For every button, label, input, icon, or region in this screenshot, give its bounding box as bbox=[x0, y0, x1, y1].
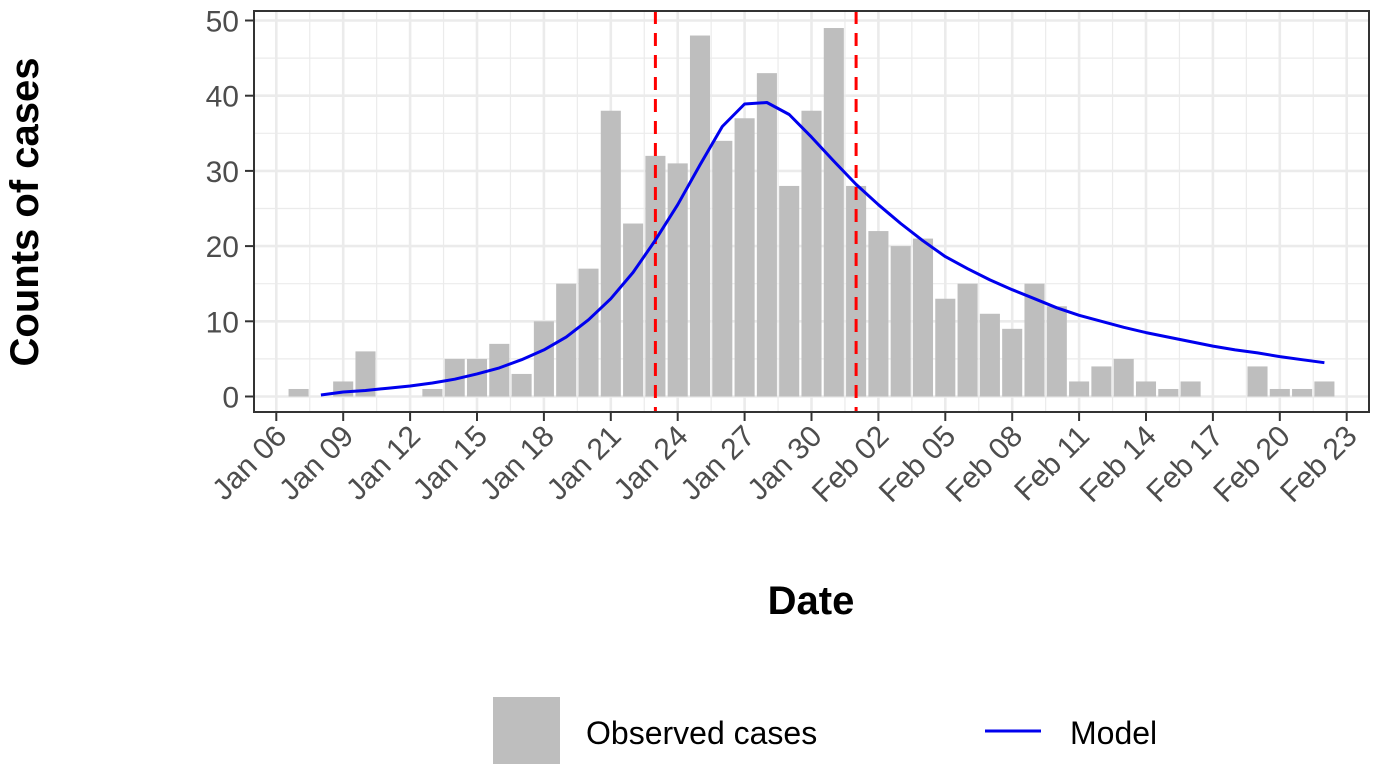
bar bbox=[1292, 388, 1313, 397]
bar bbox=[912, 238, 934, 397]
bar bbox=[1135, 381, 1157, 397]
bar bbox=[1046, 306, 1067, 397]
bar bbox=[1113, 358, 1134, 397]
x-tick-label: Feb 08 bbox=[940, 420, 1029, 509]
y-tick-label: 0 bbox=[222, 382, 239, 415]
x-tick-label: Jan 18 bbox=[474, 420, 561, 507]
bar bbox=[979, 313, 1000, 397]
bar bbox=[623, 223, 644, 397]
bar bbox=[779, 185, 800, 397]
bar bbox=[1024, 283, 1045, 397]
bar bbox=[1247, 366, 1268, 397]
bar bbox=[578, 268, 599, 397]
bar bbox=[868, 231, 889, 397]
y-tick-label: 20 bbox=[206, 231, 239, 264]
model-line-layer bbox=[320, 101, 1325, 397]
bar bbox=[935, 298, 956, 397]
bar bbox=[734, 118, 755, 397]
bar bbox=[846, 185, 867, 397]
bar bbox=[756, 73, 777, 397]
bar bbox=[689, 35, 711, 397]
legend-label-observed-cases: Observed cases bbox=[586, 715, 817, 751]
bar bbox=[957, 283, 978, 397]
y-tick-label: 50 bbox=[206, 6, 239, 39]
x-axis-title: Date bbox=[768, 579, 855, 623]
bar bbox=[1002, 328, 1023, 397]
bar bbox=[712, 140, 733, 397]
bar bbox=[1091, 366, 1112, 397]
bar bbox=[533, 321, 554, 397]
y-tick-label: 40 bbox=[206, 81, 239, 114]
bars-layer bbox=[288, 28, 1335, 397]
bar bbox=[667, 163, 688, 397]
bar bbox=[422, 388, 443, 397]
y-axis: 0 10 20 30 40 50 bbox=[206, 6, 254, 415]
bar bbox=[511, 373, 532, 397]
model-line bbox=[320, 101, 1325, 397]
bar bbox=[466, 358, 488, 397]
x-tick-label: Jan 06 bbox=[206, 420, 293, 507]
bar bbox=[1269, 388, 1290, 397]
bar bbox=[355, 351, 376, 397]
bar bbox=[801, 110, 822, 397]
bar bbox=[600, 110, 621, 397]
legend: Observed cases Model bbox=[493, 697, 1157, 764]
x-tick-label: Feb 23 bbox=[1274, 420, 1363, 509]
x-tick-label: Jan 27 bbox=[675, 420, 762, 507]
bar bbox=[1158, 388, 1179, 397]
bar bbox=[1314, 381, 1335, 397]
reference-lines-layer bbox=[653, 11, 858, 412]
x-tick-label: Jan 09 bbox=[273, 420, 360, 507]
x-tick-label: Jan 15 bbox=[407, 420, 494, 507]
y-tick-label: 30 bbox=[206, 156, 239, 189]
x-tick-label: Jan 24 bbox=[608, 420, 695, 507]
bar bbox=[489, 343, 510, 397]
bar bbox=[1180, 381, 1201, 397]
legend-label-model: Model bbox=[1070, 715, 1157, 751]
bar bbox=[1069, 381, 1090, 397]
x-tick-label: Jan 21 bbox=[541, 420, 628, 507]
legend-swatch-observed-cases bbox=[493, 697, 560, 764]
bar bbox=[890, 246, 911, 397]
x-tick-label: Jan 12 bbox=[340, 420, 427, 507]
bar bbox=[288, 388, 309, 397]
bar bbox=[823, 28, 844, 397]
y-tick-label: 10 bbox=[206, 306, 239, 339]
y-axis-title: Counts of cases bbox=[3, 58, 47, 367]
bar bbox=[556, 283, 577, 397]
